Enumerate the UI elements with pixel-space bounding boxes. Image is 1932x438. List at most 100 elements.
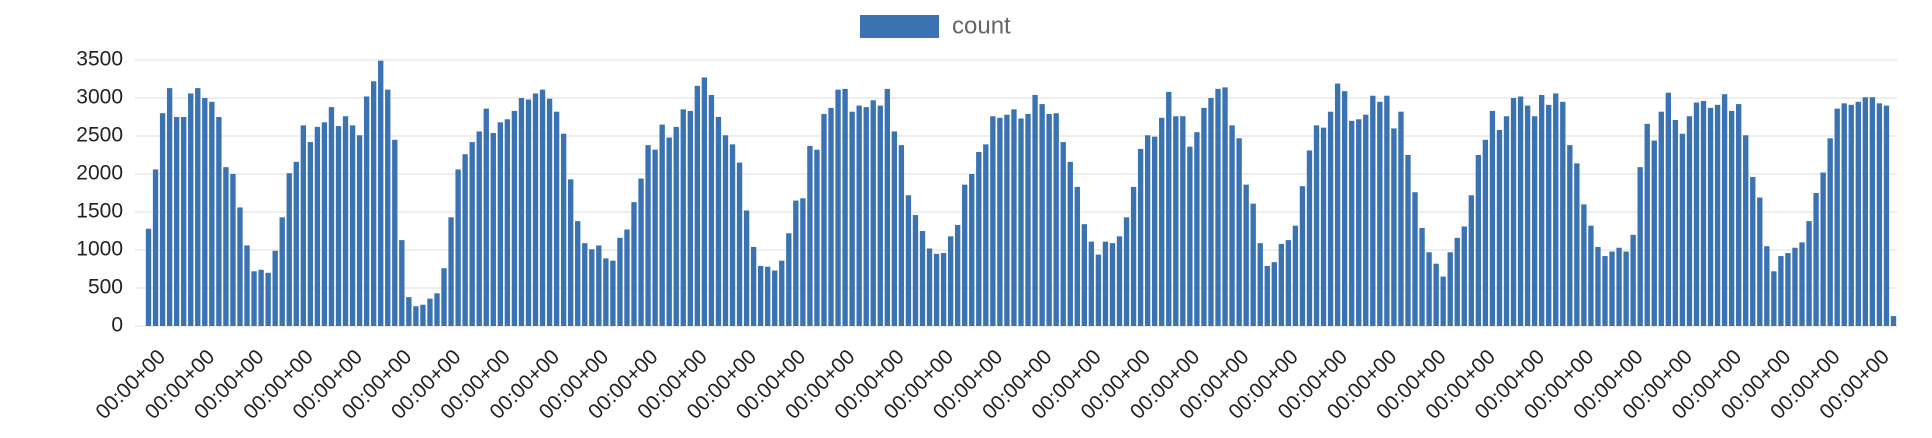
bar (1750, 177, 1756, 326)
bar (553, 111, 560, 327)
bar (1588, 225, 1594, 326)
bar (1257, 243, 1263, 326)
bar (286, 173, 292, 326)
bar (420, 304, 426, 326)
bar (912, 215, 919, 326)
bar (1876, 103, 1883, 326)
bar (1278, 243, 1285, 326)
bar (1412, 192, 1418, 326)
bar (631, 202, 637, 326)
bar (1517, 96, 1524, 326)
bar (560, 133, 567, 326)
bar (1194, 132, 1200, 326)
bar (406, 297, 412, 326)
bar (807, 145, 813, 326)
bar (1736, 104, 1742, 326)
bar (1306, 150, 1313, 326)
bar (997, 117, 1003, 326)
bar (216, 117, 222, 326)
bar (1637, 167, 1643, 326)
bar (715, 117, 722, 326)
bar (434, 293, 440, 326)
bar (363, 96, 370, 326)
bar (708, 94, 715, 327)
bar (1616, 247, 1622, 326)
bar (1539, 94, 1545, 327)
bar (392, 139, 398, 326)
y-tick-label: 2500 (76, 124, 123, 147)
bar (757, 265, 764, 326)
bar (905, 195, 912, 326)
bar (1651, 140, 1657, 326)
bar (940, 253, 947, 326)
bar (1496, 129, 1503, 326)
bar (314, 126, 321, 326)
bar (1714, 104, 1721, 326)
bar (680, 109, 686, 327)
bar (1475, 155, 1482, 326)
bar (1630, 234, 1636, 326)
bar (152, 169, 159, 326)
bar (1320, 127, 1327, 326)
bar (849, 111, 855, 327)
bar (145, 228, 152, 326)
bar (1602, 256, 1608, 326)
bar (919, 231, 926, 326)
bar (1883, 105, 1890, 326)
bar (497, 122, 503, 326)
bar (1623, 251, 1629, 326)
bar (321, 122, 328, 326)
bar (1271, 262, 1277, 326)
bar (1384, 95, 1390, 326)
bar (1869, 97, 1876, 327)
bar (1341, 91, 1348, 326)
bar (307, 142, 314, 326)
bar (504, 119, 511, 326)
bar (1447, 252, 1453, 326)
legend-label: count (952, 12, 1011, 39)
bar (687, 110, 693, 326)
bar (694, 85, 701, 326)
bar (1173, 116, 1179, 327)
bar (589, 249, 595, 326)
bar (1806, 221, 1812, 326)
bar (1144, 135, 1151, 326)
bar (546, 98, 553, 326)
bar (743, 210, 750, 326)
bar (765, 266, 771, 326)
bar (1363, 114, 1369, 326)
bar (1025, 113, 1031, 327)
bar (1855, 101, 1861, 326)
bar (1792, 247, 1798, 326)
bar (1004, 114, 1010, 326)
bar (786, 233, 792, 326)
bar (814, 149, 820, 326)
bar (258, 269, 264, 326)
bar (800, 198, 806, 326)
bar (462, 154, 468, 326)
bar (1574, 163, 1580, 326)
bar (385, 89, 391, 326)
bar (1032, 94, 1038, 327)
bar (476, 131, 482, 326)
bar (1039, 104, 1045, 326)
bar (1208, 98, 1214, 326)
bar (722, 135, 729, 326)
bar (1011, 109, 1017, 327)
bar (1489, 110, 1496, 326)
y-tick-label: 0 (111, 314, 123, 337)
bar (1053, 113, 1059, 326)
bar (884, 88, 890, 326)
bar (279, 217, 285, 326)
bar (159, 113, 166, 326)
bar (1862, 97, 1869, 327)
bar (511, 110, 518, 326)
bar (1398, 111, 1404, 327)
bar (328, 107, 335, 327)
bar (1159, 117, 1165, 326)
bar (877, 105, 883, 326)
bar (1658, 111, 1664, 327)
y-tick-label: 1500 (76, 200, 123, 223)
bar (610, 260, 616, 326)
